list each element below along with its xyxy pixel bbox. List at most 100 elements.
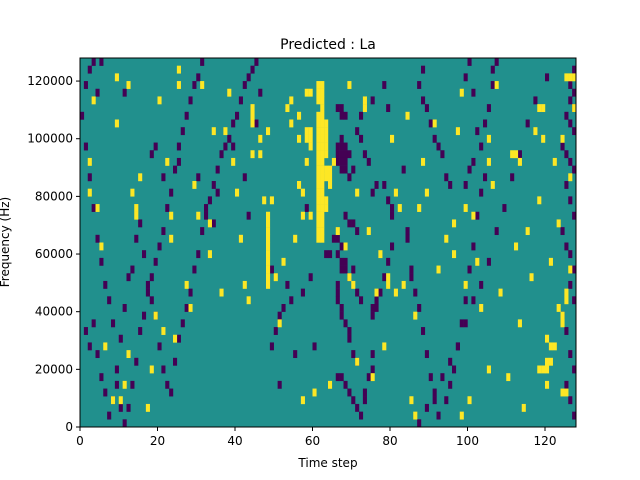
heatmap-cell-low <box>188 96 193 105</box>
heatmap-cell-high <box>556 219 561 228</box>
heatmap-cell-high <box>548 342 553 351</box>
heatmap-cell-high <box>529 273 534 282</box>
heatmap-cell-high <box>463 204 468 212</box>
heatmap-cell-high <box>235 188 240 197</box>
heatmap-cell-high <box>316 119 321 128</box>
heatmap-cell-high <box>572 73 577 82</box>
heatmap-cell-low <box>277 311 282 320</box>
heatmap-cell-low <box>118 403 123 412</box>
heatmap-cell-low <box>424 350 429 359</box>
heatmap-cell-high <box>316 134 321 143</box>
heatmap-cell-high <box>568 73 573 82</box>
heatmap-cell-high <box>506 373 511 382</box>
heatmap-cell-high <box>297 181 302 189</box>
heatmap-cell-low <box>161 173 166 182</box>
heatmap-cell-low <box>455 342 460 351</box>
heatmap-cell-low <box>452 365 457 374</box>
heatmap-cell-low <box>568 196 573 205</box>
heatmap-cell-low <box>343 257 348 266</box>
heatmap-cell-high <box>328 380 333 389</box>
heatmap-cell-high <box>486 157 491 166</box>
heatmap-cell-low <box>215 165 220 174</box>
heatmap-cell-low <box>91 204 96 212</box>
heatmap-cell-low <box>362 388 367 397</box>
heatmap-cell-high <box>409 396 414 405</box>
heatmap-cell-low <box>99 373 104 382</box>
heatmap-cell-low <box>192 265 197 274</box>
heatmap-cell-low <box>153 142 158 151</box>
heatmap-cell-low <box>382 273 387 282</box>
heatmap-cell-high <box>324 150 329 159</box>
heatmap-cell-low <box>564 111 569 120</box>
heatmap-cell-low <box>165 204 170 212</box>
heatmap-cell-low <box>409 273 414 282</box>
heatmap-cell-high <box>266 265 271 274</box>
heatmap-cell-low <box>343 157 348 166</box>
heatmap-cell-low <box>335 250 340 259</box>
heatmap-cell-low <box>134 357 139 366</box>
heatmap-cell-high <box>169 234 174 243</box>
heatmap-cell-high <box>200 81 205 89</box>
heatmap-cell-high <box>304 157 309 166</box>
heatmap-cell-high <box>417 204 422 212</box>
heatmap-cell-high <box>308 142 313 151</box>
heatmap-cell-low <box>347 334 352 343</box>
y-tick-label: 0 <box>65 420 73 434</box>
heatmap-cell-high <box>324 204 329 212</box>
heatmap-cell-high <box>258 150 263 159</box>
heatmap-cell-low <box>184 111 189 120</box>
heatmap-cell-high <box>320 211 325 220</box>
heatmap-cell-low <box>564 380 569 389</box>
heatmap-cell-low <box>359 134 364 143</box>
heatmap-cell-low <box>246 211 251 220</box>
heatmap-cell-low <box>351 396 356 405</box>
heatmap-cell-high <box>320 173 325 182</box>
heatmap-cell-high <box>401 280 406 289</box>
heatmap-cell-high <box>475 257 480 266</box>
heatmap-cell-high <box>370 373 375 382</box>
heatmap-cell-low <box>227 134 232 143</box>
heatmap-cell-low <box>142 250 147 259</box>
heatmap-cell-high <box>320 157 325 166</box>
heatmap-cell-low <box>343 150 348 159</box>
heatmap-cell-low <box>246 73 251 82</box>
heatmap-cell-high <box>161 327 166 335</box>
heatmap-cell-low <box>572 88 577 97</box>
heatmap-cell-low <box>572 211 577 220</box>
heatmap-cell-low <box>359 296 364 305</box>
heatmap-cell-high <box>188 304 193 312</box>
heatmap-cell-high <box>421 157 426 166</box>
heatmap-cell-low <box>103 280 108 289</box>
heatmap-cell-high <box>207 219 212 228</box>
heatmap-cell-high <box>552 157 557 166</box>
heatmap-cell-low <box>347 173 352 182</box>
heatmap-cell-low <box>231 142 236 151</box>
heatmap-cell-low <box>545 73 550 82</box>
heatmap-cell-low <box>405 227 410 236</box>
heatmap-cell-low <box>421 96 426 105</box>
x-axis-label: Time step <box>297 456 357 470</box>
heatmap-cell-high <box>362 96 367 105</box>
heatmap-cell-high <box>312 388 317 397</box>
heatmap-cell-high <box>316 211 321 220</box>
heatmap-cell-high <box>316 204 321 212</box>
heatmap-cell-low <box>235 111 240 120</box>
heatmap-cell-low <box>483 119 488 128</box>
heatmap-cell-low <box>111 319 116 328</box>
heatmap-cell-low <box>211 219 216 228</box>
heatmap-cell-low <box>421 327 426 335</box>
heatmap-cell-low <box>479 280 484 289</box>
heatmap-cell-low <box>269 265 274 274</box>
heatmap-cell-high <box>316 227 321 236</box>
heatmap-cell-low <box>269 342 274 351</box>
heatmap-cell-high <box>386 273 391 282</box>
heatmap-cell-high <box>99 242 104 251</box>
heatmap-cell-high <box>490 181 495 189</box>
heatmap-cell-low <box>483 173 488 182</box>
heatmap-cell-low <box>374 296 379 305</box>
heatmap-cell-low <box>351 265 356 274</box>
heatmap-cell-low <box>564 327 569 335</box>
heatmap-cell-high <box>95 204 100 212</box>
heatmap-cell-low <box>138 219 143 228</box>
heatmap-cell-high <box>432 119 437 128</box>
